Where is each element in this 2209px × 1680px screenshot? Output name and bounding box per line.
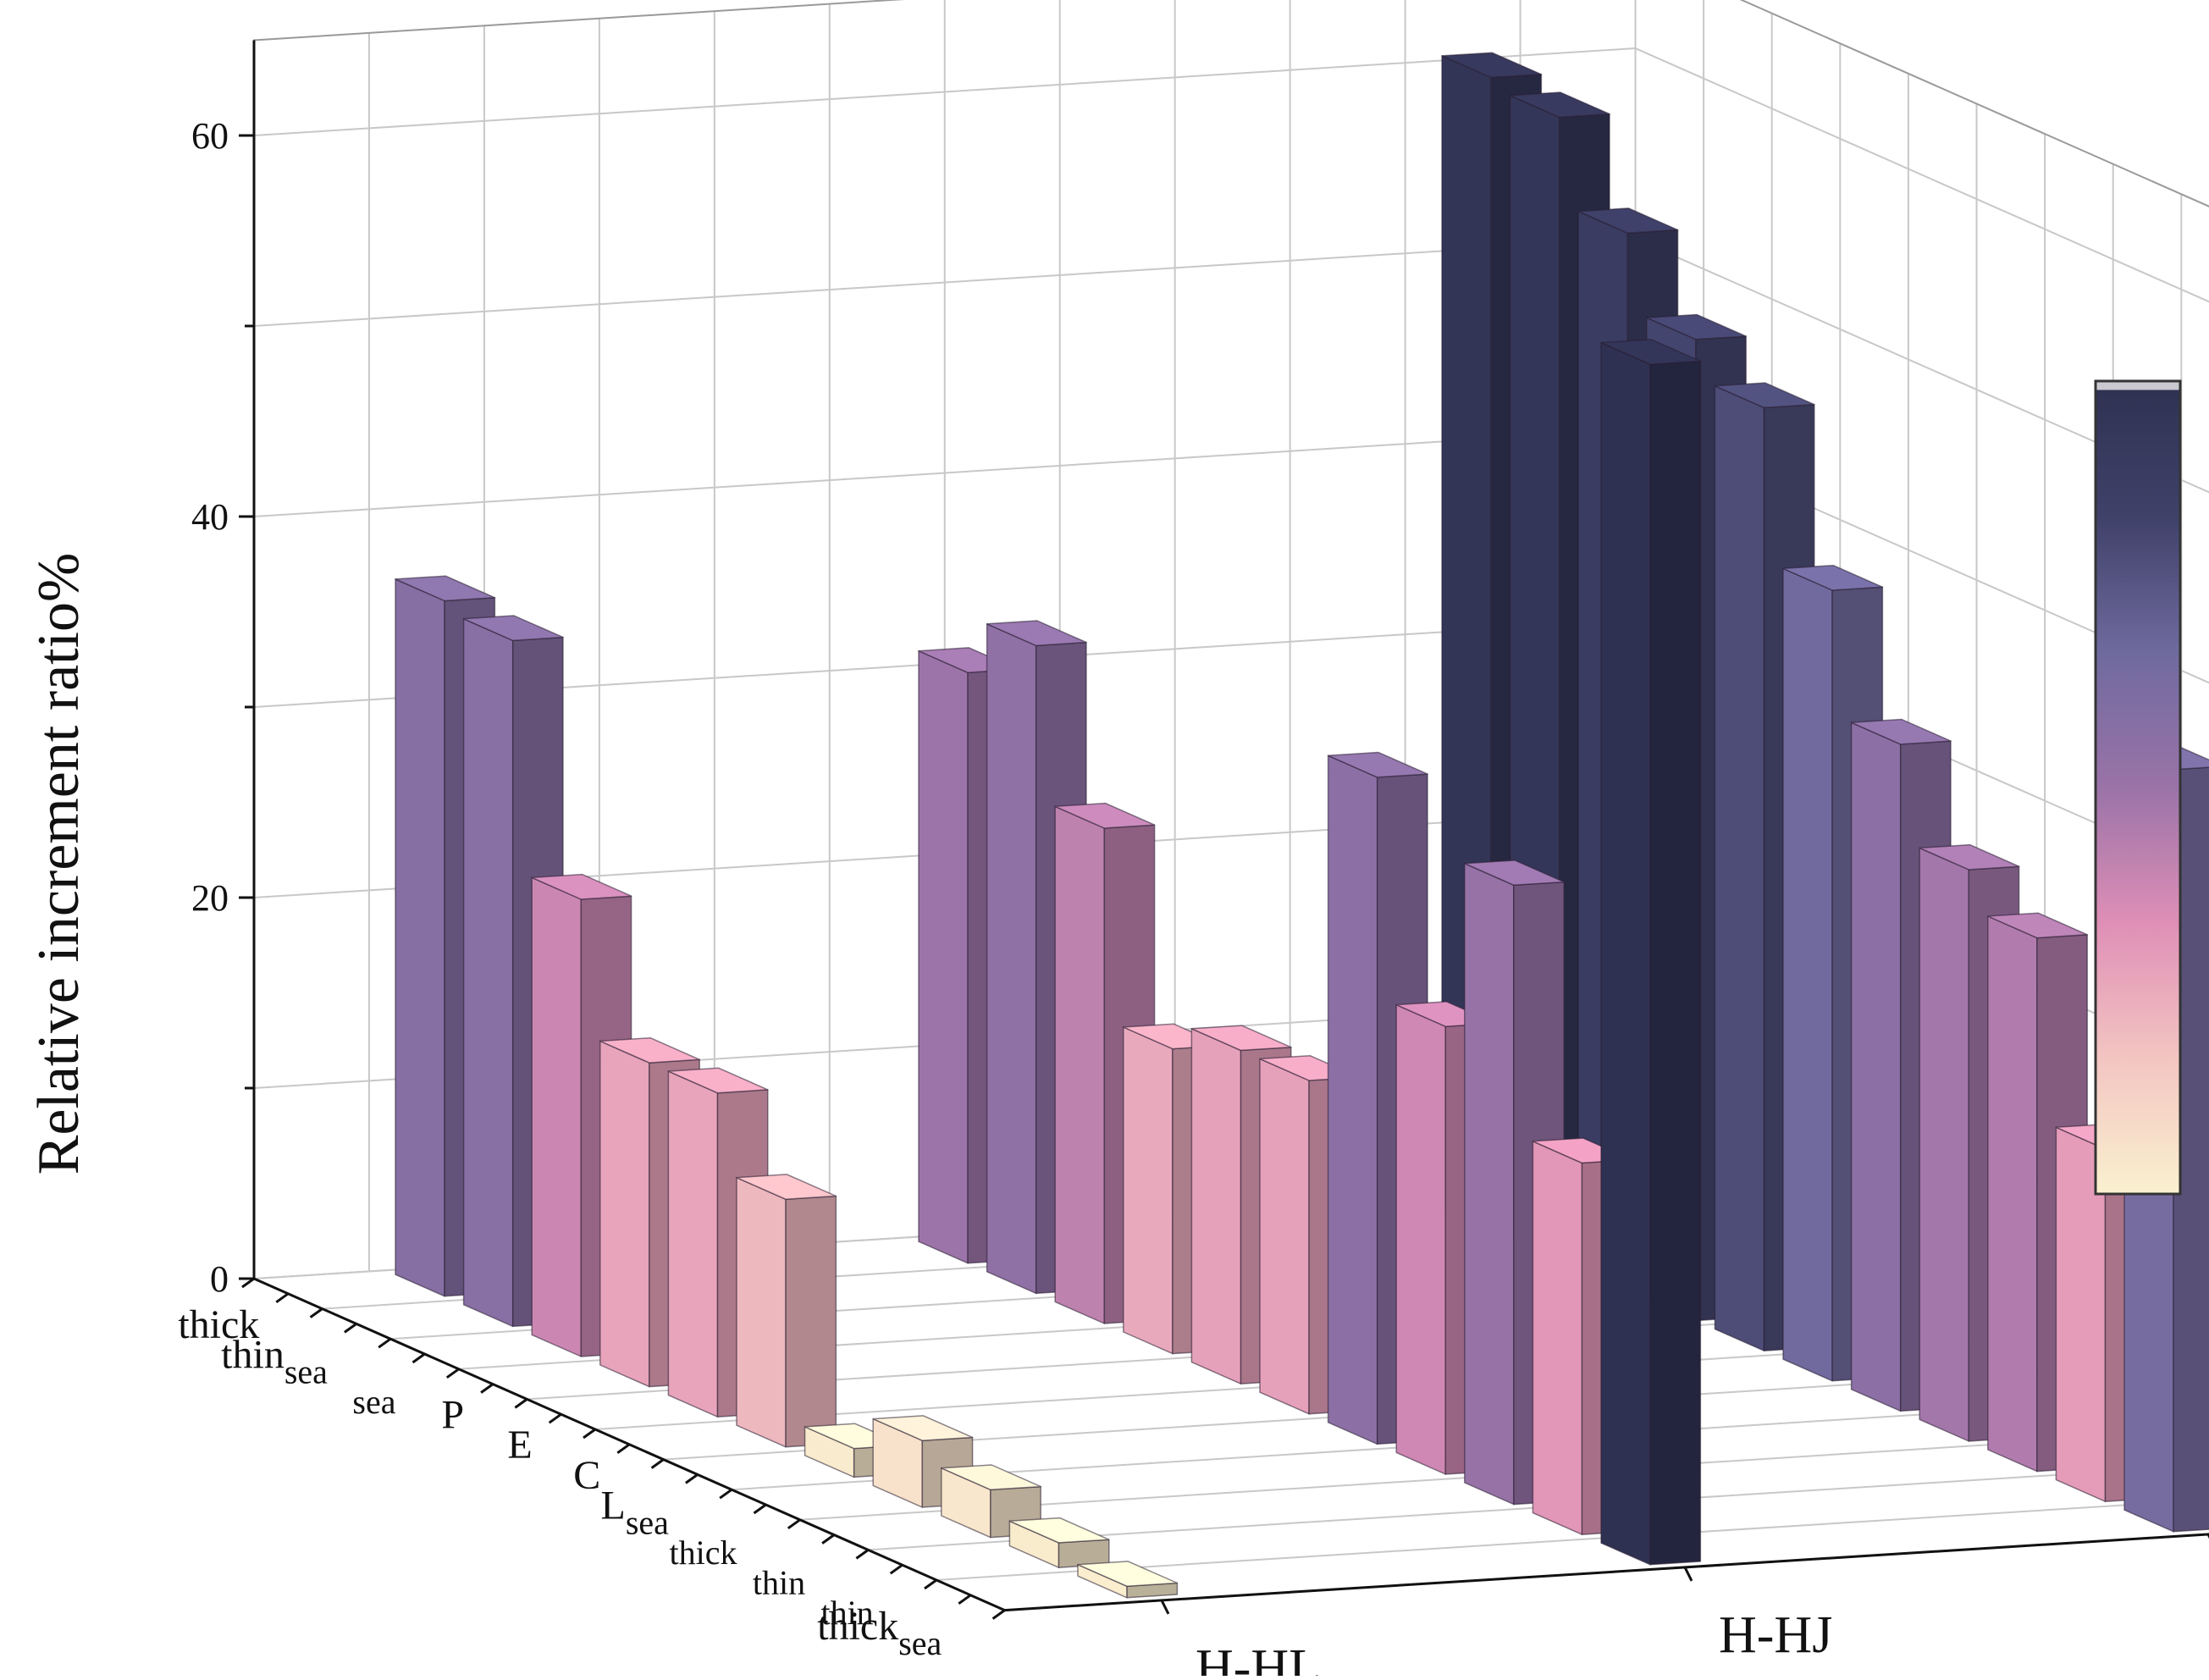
- bar-h-hl-8: [941, 1464, 1041, 1539]
- category-label: thick: [178, 1302, 259, 1347]
- bar-h-hl-5: [736, 1174, 837, 1448]
- bars-layer: [395, 52, 2209, 1599]
- y-tick-label: 40: [191, 496, 229, 538]
- category-label: P: [441, 1393, 464, 1438]
- category-label: Lsea: [600, 1483, 669, 1541]
- y-tick-label: 20: [191, 877, 229, 919]
- group-label-h-hj: H-HJ: [1719, 1606, 1832, 1664]
- bar-h-hj-10: [1600, 339, 1702, 1566]
- y-tick-label: 0: [210, 1258, 229, 1300]
- category-label: sea: [352, 1383, 395, 1421]
- bar-h-hl-9: [1008, 1517, 1110, 1568]
- category-label: C: [573, 1453, 600, 1498]
- colorbar-layer: [2094, 379, 2182, 1196]
- category-label: thin: [820, 1594, 873, 1632]
- y-tick-label: 60: [191, 115, 229, 157]
- category-label: thinsea: [221, 1332, 328, 1390]
- category-label: thicksea: [817, 1604, 942, 1662]
- colorbar: [2094, 379, 2182, 1196]
- front-axis-layer: [239, 40, 2209, 1620]
- category-label: E: [507, 1423, 532, 1467]
- group-label-h-hl: H-HL: [1196, 1639, 1321, 1676]
- colorbar-cap: [2096, 382, 2179, 390]
- category-label: thick: [670, 1534, 737, 1572]
- group-axis-line: [1004, 1533, 2209, 1612]
- category-label: thin: [753, 1564, 805, 1602]
- bar-h-hl-10: [1077, 1561, 1179, 1599]
- y-axis-title: Relative increment ratio%: [26, 553, 91, 1175]
